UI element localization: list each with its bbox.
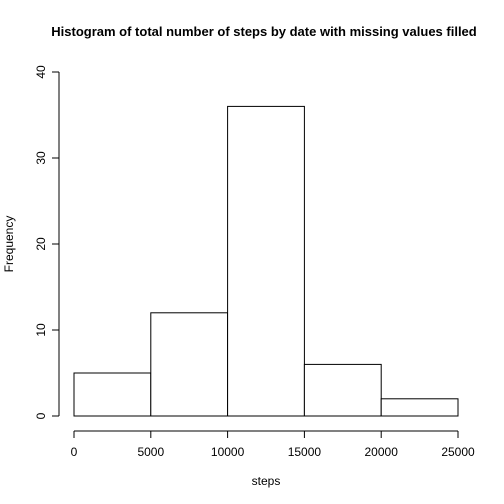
histogram-bar-3	[303, 363, 382, 417]
histogram-bar-1	[150, 312, 229, 417]
histogram-bar-0	[73, 372, 152, 417]
x-tick-label-25000: 25000	[441, 445, 475, 459]
x-tick-label-10000: 10000	[211, 445, 245, 459]
histogram-bar-4	[380, 398, 459, 417]
histogram-bar-2	[227, 105, 305, 417]
x-tick-label-5000: 5000	[137, 445, 164, 459]
y-axis: 0 10 20 30 40	[34, 65, 60, 419]
y-tick-label-20: 20	[34, 237, 48, 251]
y-tick-label-10: 10	[34, 323, 48, 337]
x-tick-label-20000: 20000	[365, 445, 399, 459]
bars-layer	[73, 105, 459, 417]
y-tick-label-30: 30	[34, 151, 48, 165]
y-tick-label-0: 0	[34, 412, 48, 419]
y-axis-label: Frequency	[2, 216, 16, 273]
x-tick-label-0: 0	[71, 445, 78, 459]
x-axis-label: steps	[252, 474, 281, 488]
y-tick-label-40: 40	[34, 65, 48, 79]
x-axis: 0 5000 10000 15000 20000 25000	[71, 430, 475, 459]
x-tick-label-15000: 15000	[288, 445, 322, 459]
chart-title: Histogram of total number of steps by da…	[51, 24, 477, 39]
